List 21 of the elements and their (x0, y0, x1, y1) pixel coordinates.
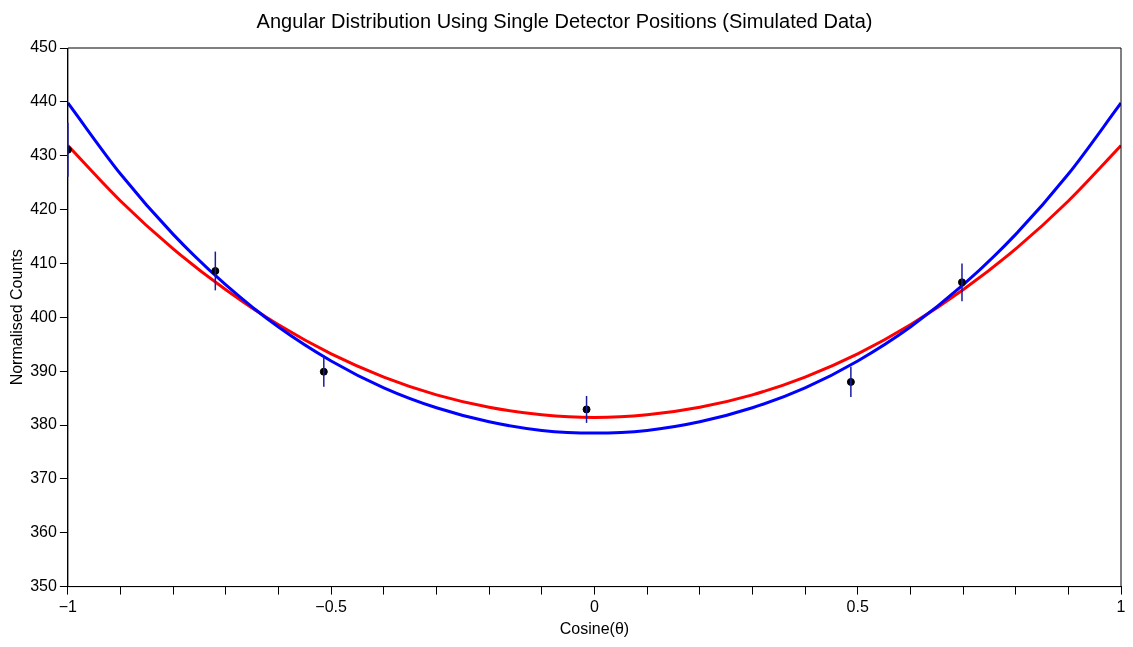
y-tick-label: 380 (30, 415, 57, 433)
y-tick-label: 440 (30, 92, 57, 110)
x-tick-label: 0.5 (846, 597, 869, 615)
x-tick-label: 1 (1116, 597, 1126, 615)
y-tick-label: 370 (30, 469, 57, 487)
x-axis-title: Cosine(θ) (559, 619, 630, 637)
x-tick-label: −0.5 (315, 597, 348, 615)
x-tick-label: 0 (589, 597, 599, 615)
y-tick-label: 450 (30, 38, 57, 56)
y-tick-label: 420 (30, 199, 57, 217)
y-tick-label: 390 (30, 361, 57, 379)
y-tick-label: 350 (30, 577, 57, 595)
chart-title: Angular Distribution Using Single Detector Positions (Simulated Data) (256, 9, 873, 32)
y-tick-label: 400 (30, 307, 57, 325)
y-axis-title: Normalised Counts (8, 249, 26, 386)
line-series (67, 143, 1121, 419)
y-tick-label: 360 (30, 523, 57, 541)
y-tick-label: 410 (30, 253, 57, 271)
y-tick-label: 430 (30, 146, 57, 164)
line-series (67, 101, 1121, 435)
x-tick-label: −1 (58, 597, 78, 615)
